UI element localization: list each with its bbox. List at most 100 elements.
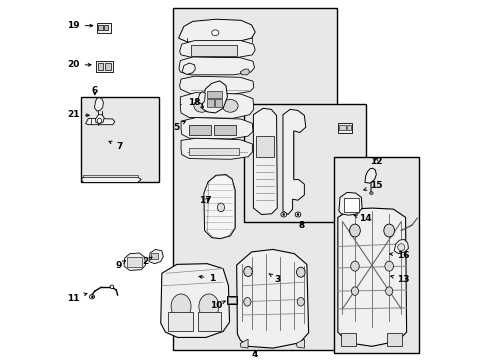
Polygon shape (179, 76, 253, 94)
Bar (340, 333, 355, 346)
Polygon shape (337, 208, 406, 346)
Polygon shape (207, 175, 234, 238)
Ellipse shape (297, 297, 304, 306)
Polygon shape (85, 118, 115, 125)
Bar (333, 157, 418, 354)
Bar (151, 253, 158, 260)
Text: 8: 8 (298, 221, 304, 230)
Polygon shape (178, 19, 255, 43)
Ellipse shape (397, 244, 404, 251)
Polygon shape (161, 264, 229, 337)
Text: 19: 19 (67, 21, 93, 30)
Text: 2: 2 (142, 257, 152, 266)
Polygon shape (393, 239, 407, 254)
Text: 13: 13 (390, 275, 408, 284)
Ellipse shape (350, 261, 359, 271)
Bar (386, 333, 401, 346)
Ellipse shape (110, 285, 114, 289)
Bar (98, 25, 102, 30)
Text: 9: 9 (116, 261, 125, 270)
Bar (207, 91, 221, 98)
Bar (95, 61, 112, 72)
Bar (97, 23, 111, 33)
Ellipse shape (91, 296, 93, 298)
Ellipse shape (199, 294, 219, 319)
Polygon shape (236, 249, 308, 348)
Ellipse shape (383, 224, 394, 237)
Bar (104, 63, 110, 70)
Bar (343, 198, 358, 212)
Ellipse shape (369, 192, 372, 194)
Ellipse shape (171, 294, 191, 319)
Text: 21: 21 (67, 110, 89, 119)
Polygon shape (181, 118, 252, 139)
Ellipse shape (280, 212, 286, 217)
Bar (226, 296, 237, 304)
Ellipse shape (244, 297, 250, 306)
Ellipse shape (211, 30, 219, 36)
Bar (173, 8, 336, 350)
Polygon shape (180, 93, 253, 118)
Text: 4: 4 (251, 350, 258, 359)
Polygon shape (364, 168, 376, 183)
Polygon shape (179, 41, 255, 58)
Ellipse shape (349, 224, 360, 237)
Text: 1: 1 (199, 274, 215, 283)
Bar (81, 97, 159, 183)
Ellipse shape (384, 261, 393, 271)
Text: 11: 11 (67, 293, 87, 303)
Bar (227, 297, 236, 303)
Polygon shape (338, 192, 361, 215)
Polygon shape (240, 69, 249, 75)
Polygon shape (296, 339, 304, 348)
Text: 17: 17 (199, 197, 211, 206)
Bar (198, 312, 221, 331)
Ellipse shape (385, 287, 392, 295)
Polygon shape (253, 108, 277, 215)
Bar (215, 99, 221, 107)
Polygon shape (94, 98, 103, 111)
Bar (127, 257, 142, 267)
Text: 3: 3 (268, 274, 280, 284)
Text: 7: 7 (109, 141, 122, 150)
Polygon shape (182, 63, 195, 75)
Polygon shape (181, 138, 252, 159)
Bar (167, 312, 192, 331)
Ellipse shape (217, 203, 224, 212)
Text: 5: 5 (173, 121, 185, 132)
Polygon shape (203, 175, 235, 239)
Ellipse shape (244, 266, 252, 276)
Text: 18: 18 (187, 98, 203, 107)
Polygon shape (124, 253, 145, 270)
Polygon shape (95, 115, 104, 123)
Polygon shape (197, 91, 205, 104)
Ellipse shape (351, 287, 358, 295)
Bar (256, 136, 273, 157)
Ellipse shape (222, 99, 238, 112)
Ellipse shape (89, 295, 94, 299)
Polygon shape (81, 177, 141, 183)
Text: 16: 16 (389, 251, 408, 260)
Ellipse shape (296, 213, 298, 216)
Text: 10: 10 (209, 301, 225, 310)
Polygon shape (149, 249, 163, 264)
Text: 20: 20 (67, 60, 91, 69)
Ellipse shape (97, 118, 102, 123)
Text: 6: 6 (92, 86, 98, 95)
Bar (191, 45, 237, 56)
Bar (339, 125, 345, 130)
Polygon shape (83, 175, 137, 177)
Ellipse shape (282, 213, 284, 216)
Bar (244, 104, 365, 222)
Polygon shape (202, 81, 227, 113)
Polygon shape (179, 57, 254, 75)
Ellipse shape (296, 267, 305, 277)
Polygon shape (240, 339, 247, 348)
Text: 12: 12 (369, 157, 382, 166)
Text: 15: 15 (363, 181, 382, 190)
Bar (189, 148, 239, 156)
Text: 14: 14 (353, 214, 371, 223)
Bar (337, 122, 351, 132)
Bar (98, 63, 103, 70)
Bar (214, 125, 235, 135)
